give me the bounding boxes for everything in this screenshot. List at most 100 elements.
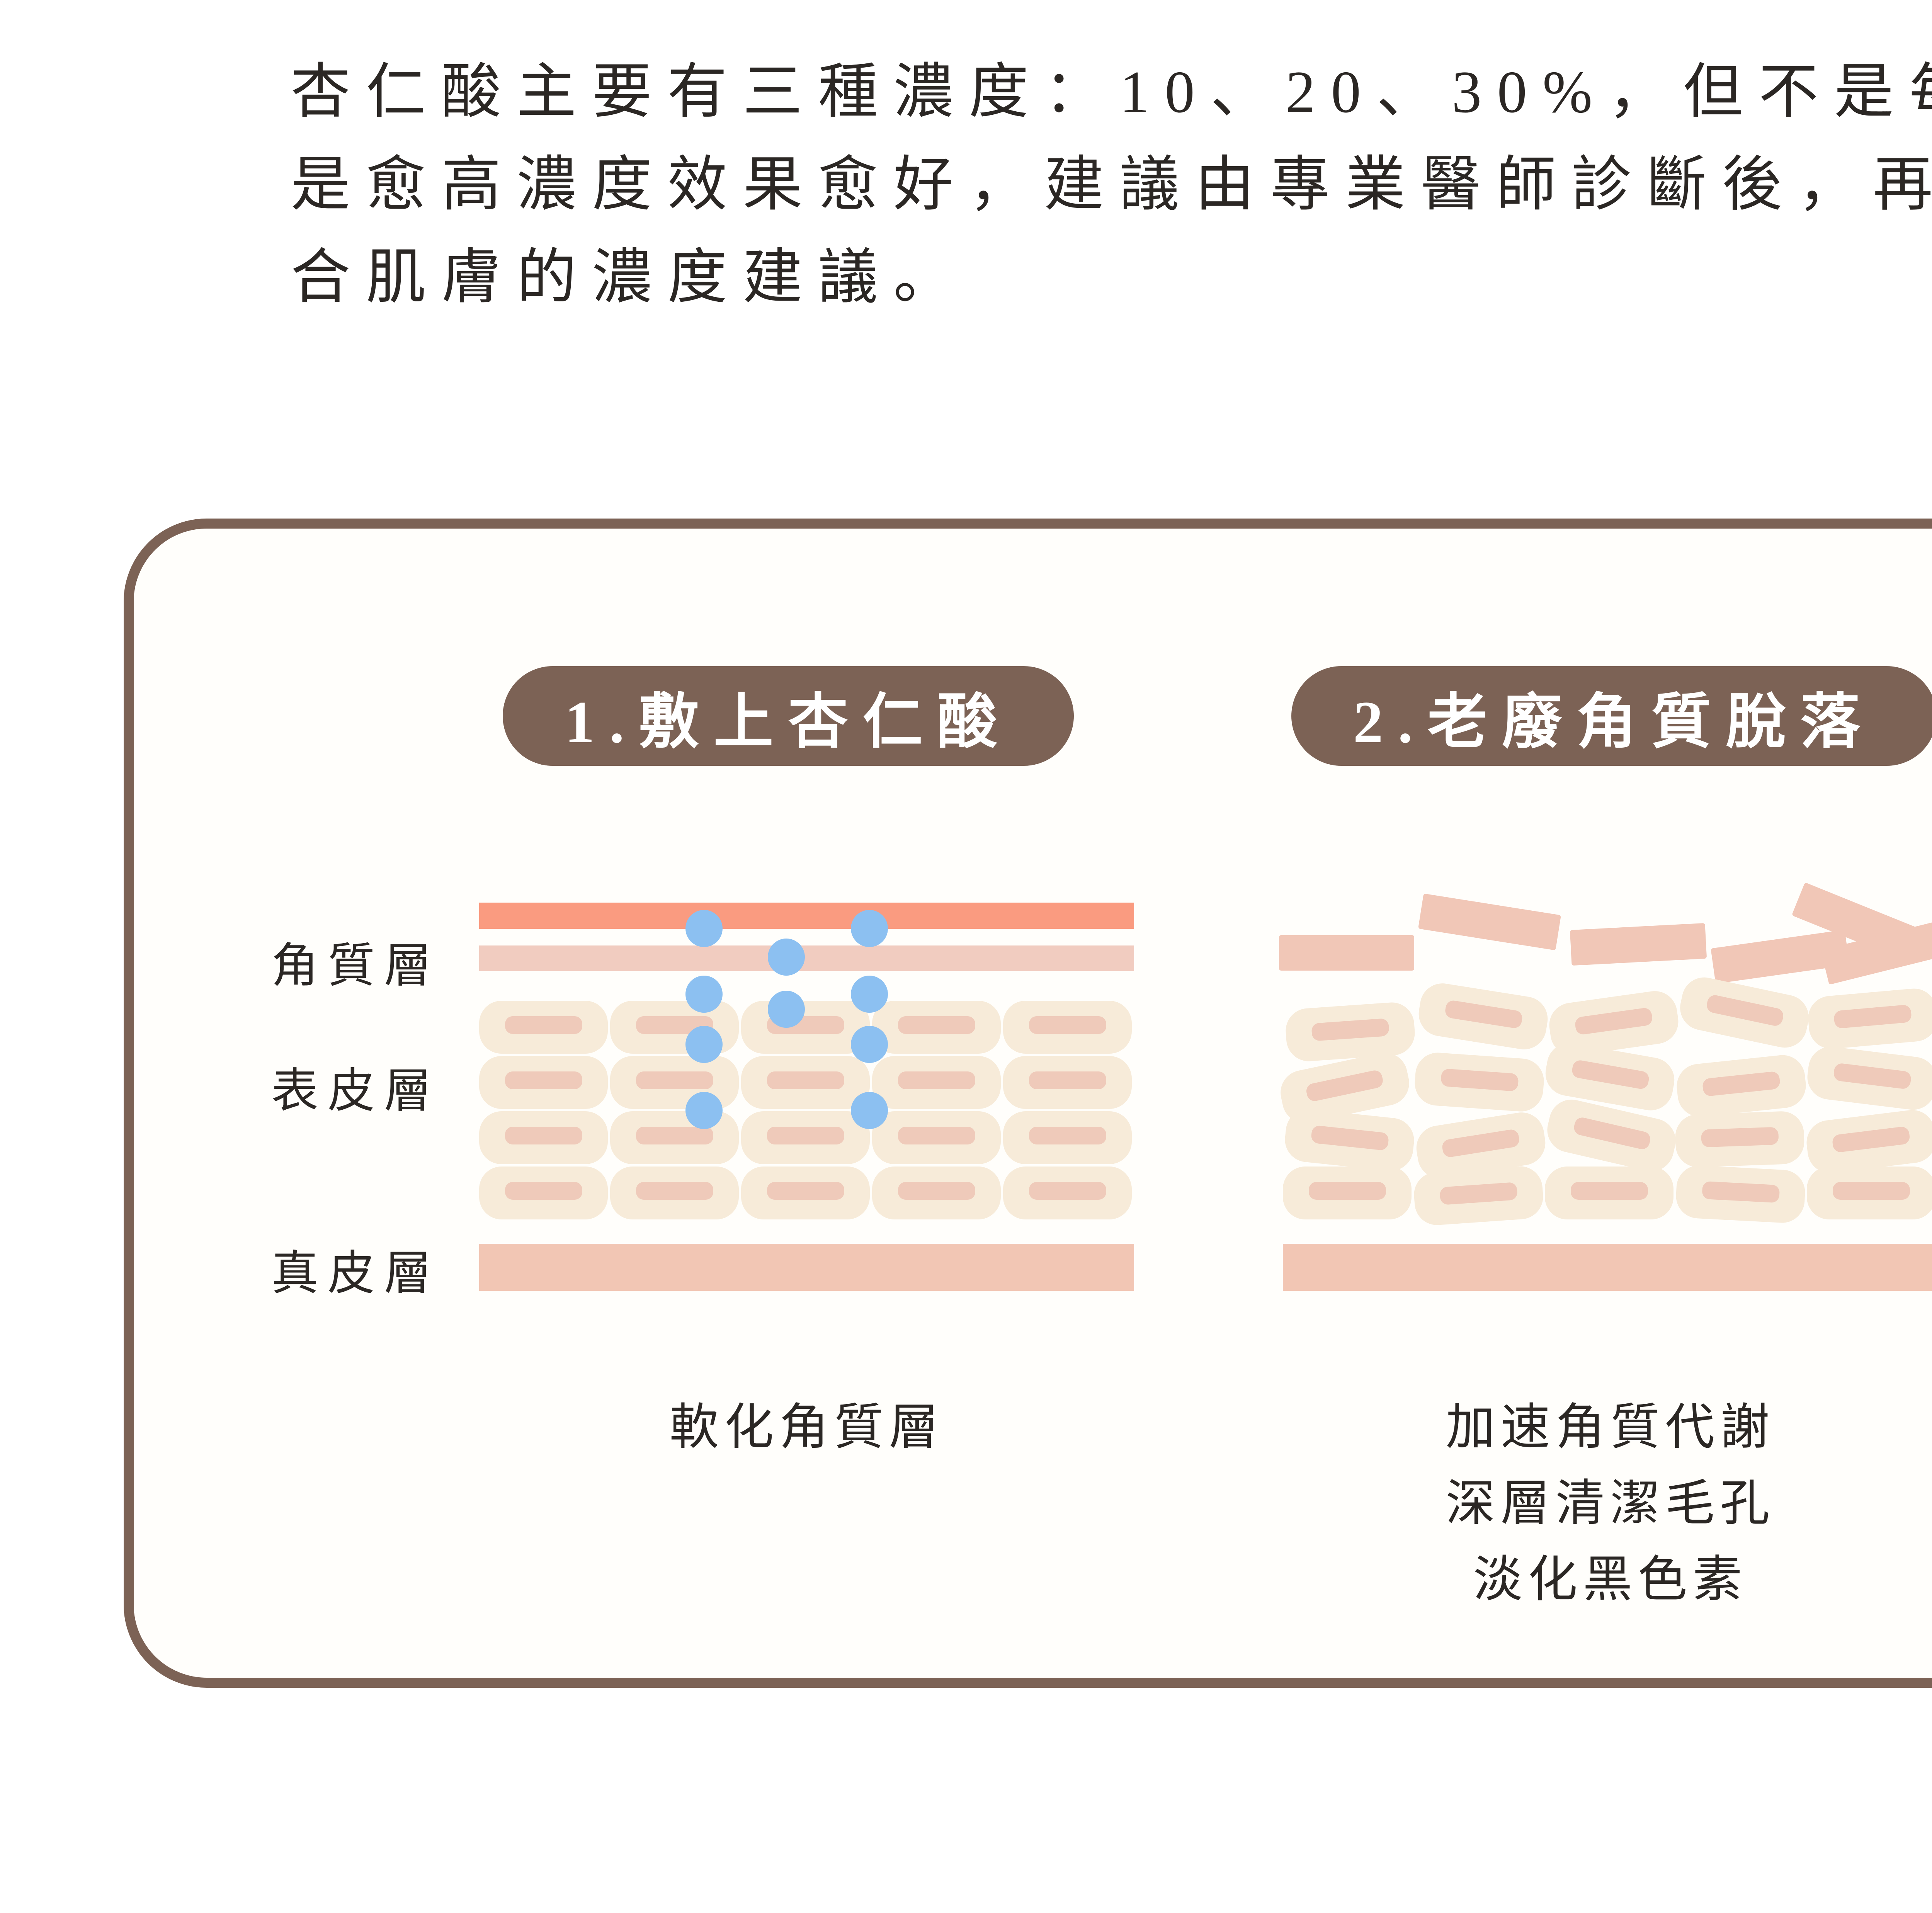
cell-nucleus-dash [1311, 1018, 1389, 1041]
skin-cell [1284, 1001, 1417, 1063]
cell-nucleus-dash [1029, 1127, 1106, 1144]
cell-nucleus-dash [767, 1182, 844, 1200]
cell-nucleus-dash [505, 1016, 582, 1034]
acid-droplet [851, 1092, 888, 1129]
cell-nucleus-dash [1444, 999, 1523, 1029]
skin-cell [741, 1111, 870, 1164]
corneum-fragment [1418, 893, 1561, 951]
dermis-bar [479, 1244, 1134, 1291]
skin-cell [1676, 973, 1813, 1052]
skin-cell [872, 1001, 1001, 1054]
skin-cell [479, 1056, 608, 1109]
skin-cell [1412, 1165, 1545, 1227]
cell-nucleus-dash [767, 1071, 844, 1089]
caption-line: 軟化角質層 [669, 1400, 944, 1455]
cell-nucleus-dash [1702, 1071, 1781, 1097]
skin-cell [1675, 1164, 1806, 1224]
intro-line-3: 合肌膚的濃度建議。 [291, 244, 969, 311]
cell-nucleus-dash [898, 1182, 975, 1200]
layer-label-epidermis: 表皮層 [271, 1065, 440, 1117]
step-2-caption: 加速角質代謝 深層清潔毛孔 淡化黑色素 [1283, 1389, 1932, 1618]
cell-nucleus-dash [1439, 1182, 1518, 1205]
layer-label-stratum-corneum: 角質層 [271, 940, 440, 992]
cell-nucleus-dash [1308, 1182, 1386, 1200]
stratum-corneum-bar [479, 903, 1134, 929]
cell-nucleus-dash [1440, 1068, 1519, 1092]
acid-droplet [685, 1026, 723, 1063]
skin-cell [479, 1111, 608, 1164]
skin-cell [872, 1056, 1001, 1109]
cell-nucleus-dash [1029, 1071, 1106, 1089]
acid-droplet [768, 939, 805, 976]
cell-nucleus-dash [1441, 1128, 1520, 1158]
skin-diagram-step1 [479, 869, 1134, 1345]
skin-cell [1282, 1107, 1417, 1173]
cell-nucleus-dash [1831, 1126, 1910, 1153]
cell-nucleus-dash [1570, 1059, 1650, 1090]
cell-nucleus-dash [505, 1182, 582, 1200]
cell-nucleus-dash [636, 1182, 713, 1200]
caption-line: 深層清潔毛孔 [1446, 1476, 1775, 1531]
cell-nucleus-dash [1701, 1181, 1780, 1203]
cell-nucleus-dash [505, 1127, 582, 1144]
corneum-fragment [1570, 923, 1707, 966]
cell-nucleus-dash [1029, 1016, 1106, 1034]
acid-droplet [768, 991, 805, 1028]
cell-nucleus-dash [505, 1071, 582, 1089]
skin-cell [479, 1001, 608, 1054]
cell-nucleus-dash [1310, 1125, 1389, 1151]
caption-line: 加速角質代謝 [1446, 1400, 1775, 1455]
step-2-pill: 2.老廢角質脫落 [1291, 666, 1932, 766]
skin-cell [1413, 1051, 1546, 1113]
cell-nucleus-dash [1701, 1127, 1779, 1148]
cell-nucleus-dash [1570, 1182, 1648, 1200]
skin-cell [1807, 1167, 1932, 1219]
cell-nucleus-dash [1705, 993, 1785, 1027]
cell-nucleus-dash [636, 1127, 713, 1144]
corneum-inner-bar [479, 945, 1134, 971]
acid-droplet [851, 910, 888, 947]
skin-cell [1283, 1167, 1412, 1219]
skin-cell [741, 1001, 870, 1054]
dermis-bar [1283, 1244, 1932, 1291]
step-1-pill: 1.敷上杏仁酸 [503, 666, 1074, 766]
cell-nucleus-dash [1572, 1116, 1652, 1151]
acid-droplet [685, 976, 723, 1013]
cell-nucleus-dash [636, 1071, 713, 1089]
acid-droplet [851, 976, 888, 1013]
skin-cell [1415, 980, 1551, 1053]
skin-cell [1806, 986, 1932, 1051]
cell-nucleus-dash [1833, 1004, 1912, 1029]
skin-cell [1003, 1056, 1132, 1109]
acid-droplet [685, 1092, 723, 1129]
acid-droplet [685, 910, 723, 947]
cell-nucleus-dash [898, 1127, 975, 1144]
skin-cell [479, 1167, 608, 1219]
corneum-fragment [1279, 935, 1414, 971]
skin-cell [610, 1167, 739, 1219]
skin-cell [872, 1111, 1001, 1164]
skin-cell [1674, 1053, 1808, 1119]
cell-nucleus-dash [898, 1016, 975, 1034]
cell-nucleus-dash [1304, 1069, 1384, 1103]
skin-cell [1804, 1044, 1932, 1112]
caption-line: 淡化黑色素 [1473, 1552, 1748, 1607]
skin-cell [741, 1056, 870, 1109]
skin-diagram-step2 [1276, 869, 1932, 1345]
cell-nucleus-dash [898, 1071, 975, 1089]
cell-nucleus-dash [1832, 1182, 1910, 1200]
intro-line-2: 是愈高濃度效果愈好，建議由專業醫師診斷後，再依據膚質情形，給予安全及適 [291, 151, 1932, 218]
cell-nucleus-dash [1574, 1007, 1653, 1036]
skin-cell [1674, 1110, 1805, 1168]
skin-cell [1804, 1107, 1932, 1176]
skin-cell [872, 1167, 1001, 1219]
skin-cell [1003, 1167, 1132, 1219]
step-1-caption: 軟化角質層 [479, 1389, 1134, 1466]
skin-cell [741, 1167, 870, 1219]
skin-cell [1003, 1001, 1132, 1054]
layer-label-dermis: 真皮層 [271, 1248, 440, 1300]
skin-cell [1545, 1167, 1673, 1219]
cell-nucleus-dash [767, 1127, 844, 1144]
cell-nucleus-dash [1833, 1063, 1912, 1090]
